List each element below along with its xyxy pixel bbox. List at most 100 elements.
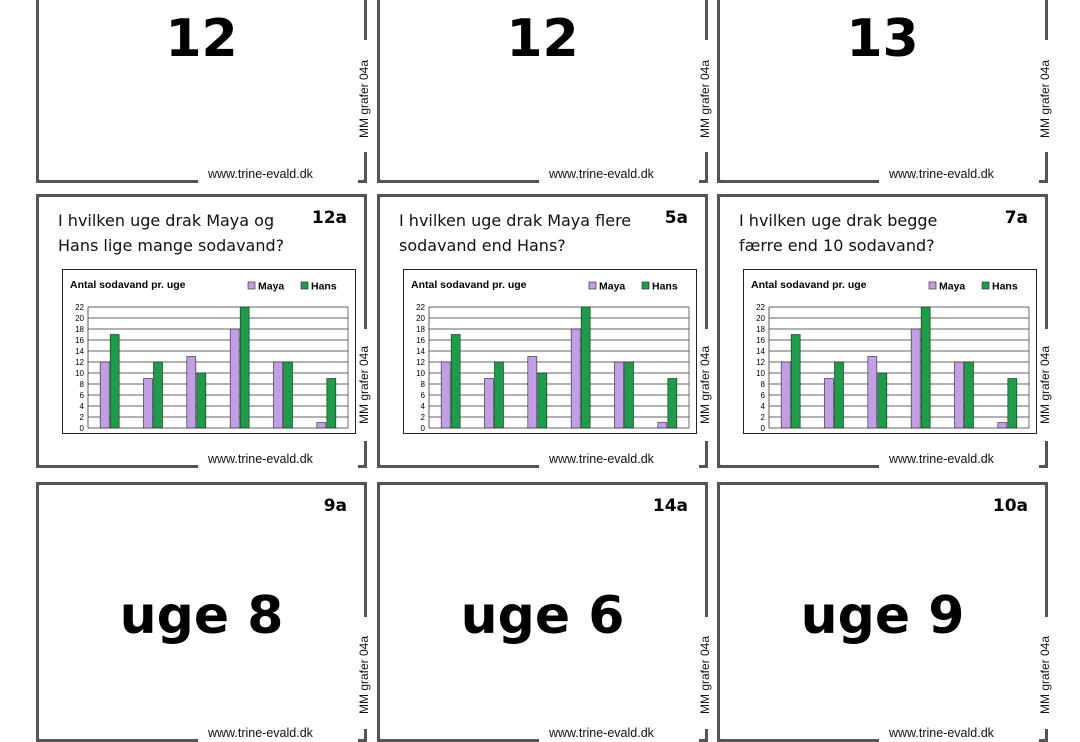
card-frame (377, 194, 708, 468)
bar-maya-uge-6 (867, 356, 878, 429)
y-tick-label: 8 (761, 380, 766, 389)
bar-maya-uge-8 (954, 361, 964, 429)
answer-text: uge 8 (119, 586, 284, 646)
x-tick-label: uge 4 (99, 432, 121, 434)
x-tick-label: uge 6 (185, 432, 207, 434)
footer-url: www.trine-evald.dk (889, 167, 994, 181)
card-row2-2: www.trine-evald.dk MM grafer 04a I hvilken… (377, 194, 712, 468)
chart-title: Antal sodavand pr. uge (751, 279, 867, 291)
legend-label: Maya (599, 281, 625, 293)
footer-url: www.trine-evald.dk (208, 167, 313, 181)
bar-hans-uge-7 (239, 306, 250, 429)
y-tick-label: 10 (756, 369, 765, 378)
y-tick-label: 16 (756, 336, 765, 345)
footer-url: www.trine-evald.dk (889, 726, 994, 740)
y-tick-label: 6 (761, 391, 766, 400)
side-label: MM grafer 04a (698, 59, 712, 138)
y-tick-label: 4 (80, 402, 85, 411)
side-label: MM grafer 04a (357, 345, 371, 424)
bar-hans-uge-9 (1007, 378, 1018, 429)
footer-url: www.trine-evald.dk (208, 452, 313, 466)
card-frame (717, 0, 1048, 183)
side-label: MM grafer 04a (1038, 345, 1052, 424)
x-tick-label: uge 9 (996, 432, 1018, 434)
x-tick-label: uge 5 (142, 432, 164, 434)
question-text: I hvilken uge drak begge færre end 10 sod… (739, 208, 937, 258)
bar-maya-uge-8 (614, 361, 624, 429)
bar-hans-uge-7 (920, 306, 931, 429)
y-tick-label: 8 (80, 380, 85, 389)
side-label: MM grafer 04a (357, 59, 371, 138)
bar-hans-uge-7 (580, 306, 591, 429)
legend-label: Hans (311, 281, 337, 293)
question-line: I hvilken uge drak begge (739, 211, 938, 230)
chart-svg: Antal sodavand pr. uge Maya Hans 0 2 4 6 8 10 12 1… (62, 269, 356, 442)
y-tick-label: 12 (756, 358, 765, 367)
bar-maya-uge-5 (143, 378, 153, 429)
card-frame (36, 194, 367, 468)
side-label: MM grafer 04a (1038, 59, 1052, 138)
legend-label: Maya (939, 281, 965, 293)
bar-maya-uge-9 (316, 422, 327, 429)
chart-svg: Antal sodavand pr. uge Maya Hans 0 2 4 6 8 10 12 1… (403, 269, 697, 442)
y-tick-label: 2 (80, 413, 85, 422)
legend-swatch-hans (641, 281, 650, 290)
y-tick-label: 22 (416, 303, 425, 312)
x-tick-label: uge 6 (526, 432, 548, 434)
question-line: færre end 10 sodavand? (739, 236, 935, 255)
x-tick-label: uge 6 (866, 432, 888, 434)
y-tick-label: 12 (75, 358, 84, 367)
x-tick-label: uge 7 (229, 432, 251, 434)
x-tick-label: uge 8 (272, 432, 294, 434)
card-frame (377, 0, 708, 183)
legend-label: Hans (992, 281, 1018, 293)
bar-hans-uge-5 (153, 361, 163, 429)
y-tick-label: 0 (80, 424, 85, 433)
bar-maya-uge-9 (657, 422, 668, 429)
bar-maya-uge-5 (824, 378, 834, 429)
y-tick-label: 0 (421, 424, 426, 433)
card-code: 5a (664, 208, 688, 228)
y-tick-label: 22 (75, 303, 84, 312)
x-tick-label: uge 8 (953, 432, 975, 434)
footer-url: www.trine-evald.dk (549, 726, 654, 740)
bar-hans-uge-5 (834, 361, 844, 429)
x-tick-label: uge 8 (613, 432, 635, 434)
x-tick-label: uge 9 (656, 432, 678, 434)
card-row1-2: www.trine-evald.dk MM grafer 04a 12 (377, 0, 712, 183)
x-tick-label: uge 4 (780, 432, 802, 434)
answer-text: uge 6 (460, 586, 625, 646)
question-text: I hvilken uge drak Maya og Hans lige mang… (58, 208, 284, 258)
y-tick-label: 14 (416, 347, 425, 356)
y-tick-label: 18 (75, 325, 84, 334)
bar-maya-uge-7 (570, 328, 581, 429)
card-row1-3: www.trine-evald.dk MM grafer 04a 13 (717, 0, 1052, 183)
bar-maya-uge-5 (484, 378, 494, 429)
legend-swatch-maya (247, 281, 256, 290)
y-tick-label: 20 (756, 314, 765, 323)
y-tick-label: 12 (416, 358, 425, 367)
chart-svg: Antal sodavand pr. uge Maya Hans 0 2 4 6 8 10 12 1… (743, 269, 1037, 442)
y-tick-label: 10 (416, 369, 425, 378)
bar-hans-uge-8 (964, 361, 974, 429)
y-tick-label: 2 (421, 413, 426, 422)
card-row1-1: www.trine-evald.dk MM grafer 04a 12 (36, 0, 371, 183)
footer-url: www.trine-evald.dk (549, 452, 654, 466)
answer-text: uge 9 (800, 586, 965, 646)
y-tick-label: 6 (80, 391, 85, 400)
bar-maya-uge-6 (527, 356, 538, 429)
card-row3-2: www.trine-evald.dk MM grafer 04a 14a uge 6 (377, 482, 712, 742)
bar-maya-uge-7 (229, 328, 240, 429)
card-row2-3: www.trine-evald.dk MM grafer 04a I hvilken… (717, 194, 1052, 468)
x-tick-label: uge 9 (315, 432, 337, 434)
footer-url: www.trine-evald.dk (549, 167, 654, 181)
bar-maya-uge-9 (997, 422, 1008, 429)
bar-hans-uge-5 (494, 361, 504, 429)
footer-url: www.trine-evald.dk (889, 452, 994, 466)
y-tick-label: 18 (416, 325, 425, 334)
bar-chart: Antal sodavand pr. uge Maya Hans 0 2 4 6 8 10 12 1… (62, 269, 356, 442)
chart-title: Antal sodavand pr. uge (70, 279, 186, 291)
x-tick-label: uge 4 (440, 432, 462, 434)
y-tick-label: 20 (416, 314, 425, 323)
y-tick-label: 6 (421, 391, 426, 400)
